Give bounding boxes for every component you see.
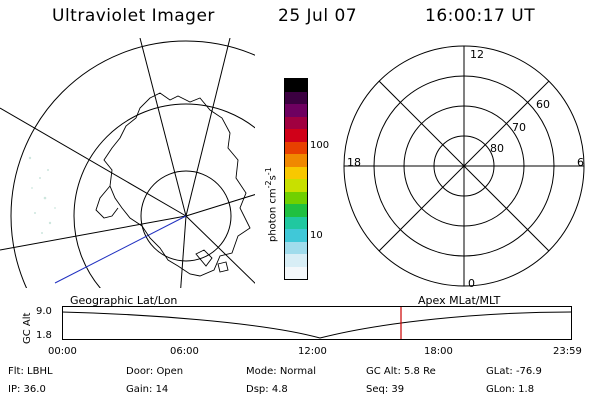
lon-line: [180, 215, 187, 288]
mlt-label-18: 18: [347, 156, 361, 169]
colorbar-segment: [285, 104, 307, 117]
geographic-label: Geographic Lat/Lon: [70, 294, 178, 307]
colorbar-segment: [285, 166, 307, 179]
x-tick-1800: 18:00: [424, 346, 453, 357]
colorbar-segment: [285, 116, 307, 129]
mlt-label-12: 12: [470, 48, 484, 61]
timeline-y-max: 9.0: [36, 306, 52, 317]
coastline-islands: [195, 249, 229, 273]
colorbar-segment: [285, 254, 307, 267]
footer-seq: Seq: 39: [366, 384, 405, 395]
lon-line: [0, 215, 187, 251]
timeline-y-label: GC Alt: [22, 312, 33, 344]
altitude-timeline: [62, 306, 572, 340]
date-label: 25 Jul 07: [278, 6, 358, 26]
lon-line: [139, 38, 187, 217]
coastline-peninsula: [95, 185, 119, 219]
x-tick-0600: 06:00: [170, 346, 199, 357]
mlt-label-6: 6: [577, 156, 584, 169]
footer-dsp: Dsp: 4.8: [246, 384, 288, 395]
footer-glon: GLon: 1.8: [486, 384, 535, 395]
lon-line: [0, 107, 187, 217]
timeline-y-min: 1.8: [36, 330, 52, 341]
footer-gain: Gain: 14: [126, 384, 169, 395]
lat-circle-mid: [73, 103, 255, 288]
footer-glat: GLat: -76.9: [486, 366, 542, 377]
colorbar-segment: [285, 91, 307, 104]
time-label: 16:00:17 UT: [425, 6, 536, 26]
coastline: [103, 92, 251, 277]
colorbar-segment: [285, 229, 307, 242]
colorbar-segment: [285, 141, 307, 154]
colorbar-segment: [285, 204, 307, 217]
colorbar-tick-10: 10: [310, 230, 323, 241]
mlt-label-0: 0: [468, 277, 475, 290]
apex-label: Apex MLat/MLT: [418, 294, 501, 307]
geographic-map: [0, 38, 255, 288]
lon-line: [185, 194, 255, 217]
diagonal-line: [378, 80, 550, 252]
colorbar-segment: [285, 216, 307, 229]
colorbar-tick-100: 100: [310, 140, 330, 151]
lon-line: [185, 38, 231, 217]
footer-door: Door: Open: [126, 366, 184, 377]
mlat-label-80: 80: [490, 142, 504, 155]
colorbar-segment: [285, 79, 307, 92]
colorbar-segment: [285, 241, 307, 254]
footer-flt: Flt: LBHL: [8, 366, 53, 377]
x-tick-1200: 12:00: [298, 346, 327, 357]
mlat-mlt-grid: [343, 45, 585, 287]
colorbar-segment: [285, 191, 307, 204]
colorbar: [284, 78, 308, 280]
x-tick-0000: 00:00: [48, 346, 77, 357]
lat-circle-outer: [10, 40, 255, 288]
colorbar-unit: photon cm-2s-1: [264, 167, 279, 242]
colorbar-segment: [285, 266, 307, 279]
lat-circle-inner: [140, 170, 232, 262]
footer-mode: Mode: Normal: [246, 366, 316, 377]
footer-gc-alt: GC Alt: 5.8 Re: [366, 366, 436, 377]
mlat-label-60: 60: [536, 98, 550, 111]
app-title: Ultraviolet Imager: [52, 6, 215, 26]
colorbar-segment: [285, 179, 307, 192]
lon-line: [185, 215, 255, 284]
altitude-curve: [62, 311, 572, 339]
footer-ip: IP: 36.0: [8, 384, 46, 395]
terminator-line: [54, 215, 187, 284]
x-tick-2359: 23:59: [553, 346, 582, 357]
colorbar-segment: [285, 154, 307, 167]
mlat-label-70: 70: [512, 121, 526, 134]
airglow-speckle: [28, 156, 56, 234]
colorbar-segment: [285, 129, 307, 142]
